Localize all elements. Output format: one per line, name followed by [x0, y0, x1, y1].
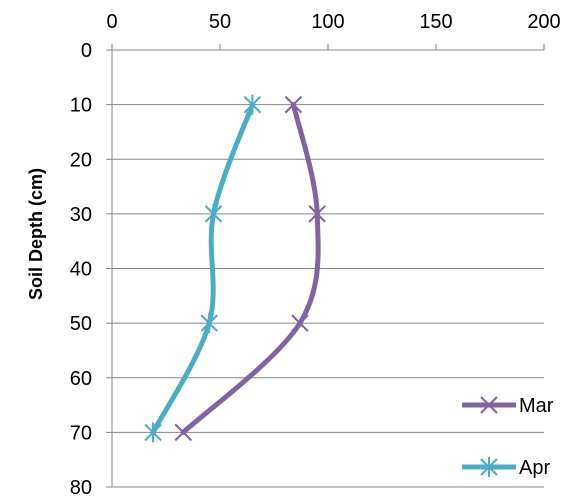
- legend-label-mar: Mar: [519, 395, 554, 417]
- data-point-apr: [200, 313, 218, 334]
- data-point-apr: [144, 422, 162, 443]
- data-point-mar-stroke: [291, 314, 309, 332]
- data-point-apr: [243, 94, 262, 115]
- y-tick-label: 0: [81, 40, 92, 62]
- y-tick-label: 60: [70, 368, 92, 390]
- data-point-mar: [174, 423, 192, 442]
- y-tick-label: 80: [70, 477, 92, 499]
- x-tick-label: 200: [527, 11, 560, 33]
- data-point-mar: [308, 205, 326, 223]
- legend-marker-mar: [480, 396, 498, 414]
- data-point-mar-stroke: [284, 95, 303, 114]
- data-point-apr: [204, 203, 223, 224]
- y-tick-label: 30: [70, 204, 92, 226]
- x-tick-label: 50: [209, 11, 231, 33]
- x-tick-label: 0: [106, 11, 117, 33]
- data-point-mar: [284, 95, 303, 114]
- y-tick-label: 70: [70, 422, 92, 444]
- y-tick-label: 40: [70, 259, 92, 281]
- y-tick-label: 10: [70, 95, 92, 117]
- x-tick-label: 100: [311, 11, 344, 33]
- y-tick-label: 20: [70, 149, 92, 171]
- legend-marker-mar-stroke: [480, 396, 498, 414]
- legend-label-apr: Apr: [519, 457, 550, 479]
- x-tick-label: 150: [419, 11, 452, 33]
- data-point-mar: [291, 314, 309, 332]
- series-line-apr: [150, 102, 255, 435]
- data-point-mar-stroke: [174, 423, 192, 442]
- y-tick-label: 50: [70, 313, 92, 335]
- data-point-mar-stroke: [308, 205, 326, 223]
- y-axis-title: Soil Depth (cm): [26, 168, 46, 300]
- series-line-mar: [180, 102, 321, 435]
- legend-marker-apr: [480, 457, 498, 477]
